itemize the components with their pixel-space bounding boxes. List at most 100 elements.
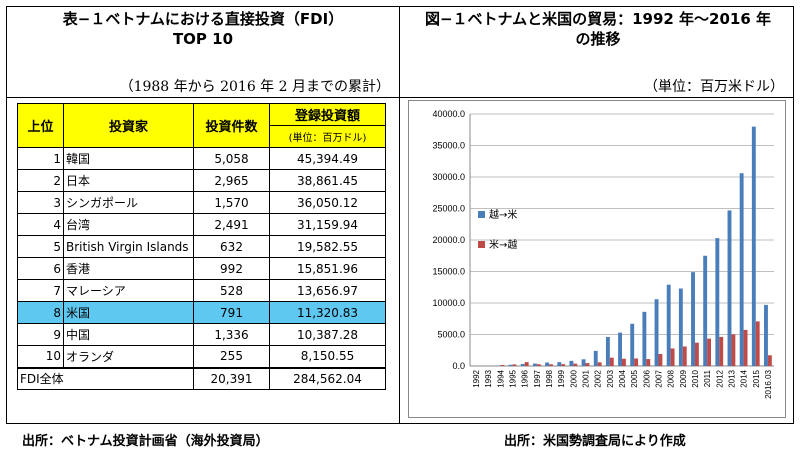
bar-vn-to-us <box>715 238 720 366</box>
count-cell: 255 <box>193 345 270 368</box>
bar-vn-to-us <box>691 272 695 366</box>
x-tick-label: 2002 <box>594 369 603 387</box>
bar-us-to-vn <box>573 363 578 366</box>
horizontal-divider <box>6 97 794 98</box>
y-tick-label: 15000.0 <box>432 267 465 277</box>
bar-us-to-vn <box>500 364 505 366</box>
x-tick-label: 1999 <box>557 369 566 387</box>
investor-cell: 中国 <box>63 323 194 346</box>
y-tick-label: 40000.0 <box>432 109 465 119</box>
table-row: 7 マレーシア 528 13,656.97 <box>17 279 386 302</box>
bar-vn-to-us <box>618 332 622 366</box>
bar-vn-to-us <box>642 311 647 366</box>
x-tick-label: 2016.03 <box>764 369 773 398</box>
header-investor: 投資家 <box>63 103 194 148</box>
x-tick-label: 2007 <box>654 369 663 387</box>
bar-us-to-vn <box>536 364 541 366</box>
legend-swatch <box>478 241 485 248</box>
table-row: 8 米国 791 11,320.83 <box>17 301 386 324</box>
x-tick-label: 1994 <box>496 369 505 387</box>
outer-frame <box>6 6 794 424</box>
x-tick-label: 1992 <box>472 369 481 387</box>
bar-vn-to-us <box>764 304 768 366</box>
table-source: 出所：ベトナム投資計画省（海外投資局） <box>22 434 269 449</box>
legend-label: 越→米 <box>489 208 517 221</box>
y-tick-label: 0.0 <box>452 361 465 371</box>
count-cell: 791 <box>193 301 270 324</box>
investor-cell: British Virgin Islands <box>63 235 194 258</box>
table-row: 3 シンガポール 1,570 36,050.12 <box>17 191 386 214</box>
x-tick-label: 1995 <box>509 369 518 387</box>
x-tick-label: 2009 <box>679 369 688 387</box>
count-cell: 528 <box>193 279 270 302</box>
bar-us-to-vn <box>622 358 626 366</box>
investor-cell: マレーシア <box>63 279 194 302</box>
amount-cell: 38,861.45 <box>269 169 386 192</box>
bar-vn-to-us <box>520 363 525 366</box>
amount-cell: 19,582.55 <box>269 235 386 258</box>
legend-swatch <box>478 211 485 218</box>
bar-us-to-vn <box>658 354 663 366</box>
amount-cell: 15,851.96 <box>269 257 386 280</box>
count-cell: 2,491 <box>193 213 270 236</box>
rank-cell: 7 <box>17 279 64 302</box>
bar-us-to-vn <box>767 355 772 366</box>
table-row: 6 香港 992 15,851.96 <box>17 257 386 280</box>
table-row: 2 日本 2,965 38,861.45 <box>17 169 386 192</box>
bar-vn-to-us <box>666 284 671 366</box>
chart-title-line2: の推移 <box>575 30 621 48</box>
x-tick-label: 2012 <box>715 369 724 387</box>
count-cell: 5,058 <box>193 147 270 170</box>
y-tick-label: 5000.0 <box>437 330 465 340</box>
investor-cell: 韓国 <box>63 147 194 170</box>
header-count: 投資件数 <box>193 103 270 148</box>
bar-vn-to-us <box>557 362 562 366</box>
total-amount: 284,562.04 <box>269 366 386 390</box>
total-count: 20,391 <box>193 366 270 390</box>
rank-cell: 5 <box>17 235 64 258</box>
x-tick-label: 2008 <box>667 369 676 387</box>
count-cell: 1,336 <box>193 323 270 346</box>
rank-cell: 1 <box>17 147 64 170</box>
y-tick-label: 30000.0 <box>432 172 465 182</box>
bar-us-to-vn <box>646 359 651 366</box>
bar-vn-to-us <box>739 173 744 366</box>
x-tick-label: 2010 <box>691 369 700 387</box>
bar-vn-to-us <box>593 350 598 366</box>
investor-cell: 台湾 <box>63 213 194 236</box>
x-tick-label: 2006 <box>642 369 651 387</box>
bar-vn-to-us <box>703 255 708 366</box>
bar-us-to-vn <box>585 363 590 366</box>
count-cell: 2,965 <box>193 169 270 192</box>
chart-source: 出所：米国勢調査局により作成 <box>504 434 686 449</box>
table-total-row: FDI全体 20,391 284,562.04 <box>17 366 386 390</box>
amount-cell: 45,394.49 <box>269 147 386 170</box>
investor-cell: 米国 <box>63 301 194 324</box>
chart-title: 図−１ベトナムと米国の貿易：1992 年〜2016 年 の推移 <box>402 9 794 49</box>
bar-us-to-vn <box>755 321 760 366</box>
x-tick-label: 1993 <box>484 369 493 387</box>
fdi-table: 上位 投資家 投資件数 登録投資額 (単位：百万ドル) 1 韓国 5,058 45,3… <box>17 103 386 390</box>
y-tick-label: 35000.0 <box>432 141 465 151</box>
header-rank: 上位 <box>17 103 64 148</box>
rank-cell: 8 <box>17 301 64 324</box>
table-row: 4 台湾 2,491 31,159.94 <box>17 213 386 236</box>
investor-cell: シンガポール <box>63 191 194 214</box>
bar-us-to-vn <box>561 364 566 366</box>
bar-us-to-vn <box>609 357 614 366</box>
table-row: 10 オランダ 255 8,150.55 <box>17 345 386 368</box>
x-tick-label: 1996 <box>521 369 530 387</box>
chart-title-line1: 図−１ベトナムと米国の貿易：1992 年〜2016 年 <box>424 10 772 28</box>
trade-chart: 0.0 5000.0 10000.0 15000.0 20000.0 25000.0 300… <box>408 100 786 418</box>
count-cell: 1,570 <box>193 191 270 214</box>
bar-us-to-vn <box>597 362 602 366</box>
x-tick-label: 2003 <box>606 369 615 387</box>
table-row: 1 韓国 5,058 45,394.49 <box>17 147 386 170</box>
bar-vn-to-us <box>678 288 683 366</box>
rank-cell: 2 <box>17 169 64 192</box>
table-subtitle: （1988 年から 2016 年 2 月までの累計） <box>119 79 390 95</box>
y-tick-label: 20000.0 <box>432 235 465 245</box>
x-tick-label: 2001 <box>582 369 591 387</box>
bar-us-to-vn <box>524 362 529 366</box>
table-title: 表−１ベトナムにおける直接投資（FDI） TOP 10 <box>10 9 396 49</box>
